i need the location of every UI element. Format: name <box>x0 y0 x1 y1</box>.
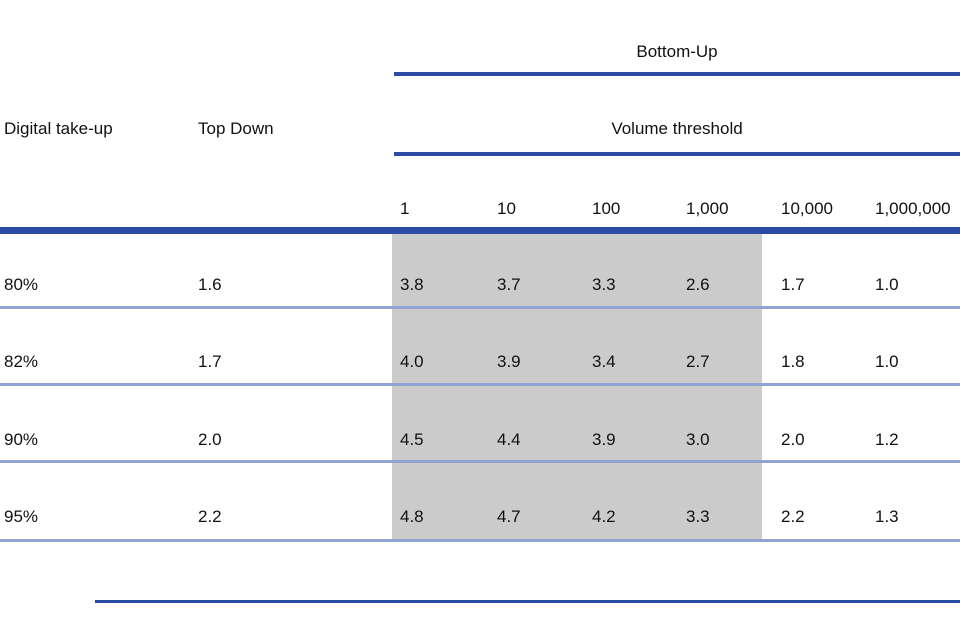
volume-col-header-1000000: 1,000,000 <box>875 199 951 218</box>
table-cell: 4.7 <box>497 507 521 526</box>
figure-bottom-rule <box>95 600 960 603</box>
table-cell: 1.3 <box>875 507 899 526</box>
table-cell: 3.9 <box>592 430 616 449</box>
table-cell: 4.0 <box>400 352 424 371</box>
volume-col-header-10000: 10,000 <box>781 199 833 218</box>
row-label: 95% <box>4 507 39 526</box>
row-label: 90% <box>4 430 39 449</box>
volume-col-header-1: 1 <box>400 199 410 218</box>
table-cell: 3.3 <box>592 275 616 294</box>
row-separator <box>0 306 960 309</box>
highlight-band <box>392 234 762 542</box>
header-divider-rule <box>0 227 960 234</box>
table-cell: 4.8 <box>400 507 424 526</box>
row-separator <box>0 539 960 542</box>
col-header-digital-take-up: Digital take-up <box>4 119 113 138</box>
table-cell: 2.6 <box>686 275 710 294</box>
bottom-up-rule <box>394 72 960 76</box>
table-cell: 1.0 <box>875 275 899 294</box>
table-cell: 2.7 <box>686 352 710 371</box>
table-cell: 3.7 <box>497 275 521 294</box>
top-down-value: 1.6 <box>198 275 222 294</box>
volume-col-header-10: 10 <box>497 199 516 218</box>
table-cell: 2.0 <box>781 430 805 449</box>
table-cell: 3.0 <box>686 430 710 449</box>
top-down-value: 2.2 <box>198 507 222 526</box>
col-header-volume-threshold: Volume threshold <box>611 119 743 138</box>
table-cell: 1.8 <box>781 352 805 371</box>
volume-threshold-rule <box>394 152 960 156</box>
table-cell: 3.9 <box>497 352 521 371</box>
table-cell: 4.5 <box>400 430 424 449</box>
top-down-value: 1.7 <box>198 352 222 371</box>
table-cell: 2.2 <box>781 507 805 526</box>
table-cell: 1.7 <box>781 275 805 294</box>
col-header-top-down: Top Down <box>198 119 274 138</box>
table-cell: 4.2 <box>592 507 616 526</box>
top-down-value: 2.0 <box>198 430 222 449</box>
row-separator <box>0 383 960 386</box>
row-label: 80% <box>4 275 39 294</box>
table-cell: 3.8 <box>400 275 424 294</box>
table-cell: 3.4 <box>592 352 616 371</box>
volume-col-header-100: 100 <box>592 199 621 218</box>
table-cell: 1.0 <box>875 352 899 371</box>
table-cell: 1.2 <box>875 430 899 449</box>
table-cell: 3.3 <box>686 507 710 526</box>
row-label: 82% <box>4 352 39 371</box>
volume-col-header-1000: 1,000 <box>686 199 729 218</box>
row-separator <box>0 460 960 463</box>
group-header-bottom-up: Bottom-Up <box>636 42 718 61</box>
table-cell: 4.4 <box>497 430 521 449</box>
